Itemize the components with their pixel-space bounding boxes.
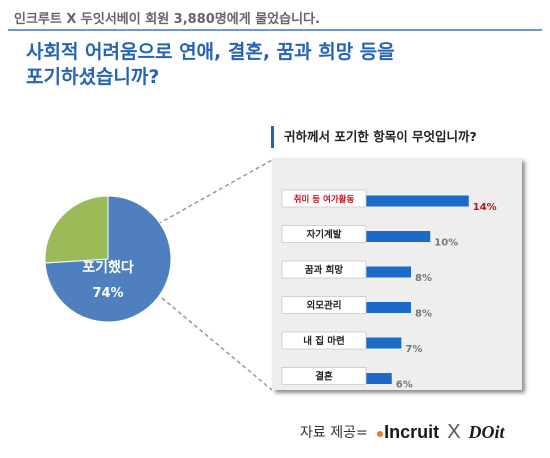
bar-label-2: 꿈과 희망	[305, 264, 344, 276]
bar-label-box-0	[281, 189, 367, 208]
bar-label-box-1	[281, 225, 367, 243]
bar-1	[334, 231, 431, 242]
survey-note: 인크루트 X 두잇서베이 회원 3,880명에게 물었습니다.	[14, 12, 320, 27]
logo-separator: X	[447, 420, 461, 443]
bar-chart-title: 귀하께서 포기한 항목이 무엇입니까?	[271, 126, 477, 148]
callout-line-bottom	[161, 297, 273, 391]
header-divider	[8, 29, 542, 31]
pie-slice-1	[44, 195, 109, 264]
bar-0	[334, 195, 469, 207]
question-line-1: 사회적 어려움으로 연애, 결혼, 꿈과 희망 등을	[26, 41, 395, 63]
doit-logo: DOit	[468, 421, 505, 442]
bar-label-3: 외모관리	[307, 300, 342, 312]
bar-label-1: 자기계발	[307, 229, 342, 241]
question-title: 사회적 어려움으로 연애, 결혼, 꿈과 희망 등을 포기하셨습니까?	[26, 40, 536, 90]
bar-chart: 취미 등 여가활동 14% 자기계발 10% 꿈과 희망 8% 외모관리 8% 내 집 마련 7%…	[281, 189, 497, 391]
credit-label: 자료 제공=	[300, 425, 368, 441]
bar-value-3: 8%	[415, 309, 432, 320]
bar-value-2: 8%	[415, 273, 432, 284]
bar-label-5: 결혼	[315, 371, 333, 383]
bar-label-4: 내 집 마련	[303, 335, 345, 347]
data-credit: 자료 제공= ●Incruit X DOit	[300, 418, 505, 446]
bar-value-4: 7%	[405, 344, 422, 355]
bar-3	[334, 302, 411, 313]
callout-line-top	[157, 159, 273, 225]
bar-value-0: 14%	[473, 202, 497, 213]
pie-slice-value: 74%	[92, 286, 123, 301]
bar-value-5: 6%	[396, 380, 413, 391]
incruit-logo: ●Incruit	[375, 421, 440, 442]
bar-2	[334, 266, 411, 278]
question-line-2: 포기하셨습니까?	[26, 66, 160, 88]
bar-4	[334, 337, 402, 349]
bar-chart-panel: 취미 등 여가활동 14% 자기계발 10% 꿈과 희망 8% 외모관리 8% 내 집 마련 7%…	[272, 158, 522, 390]
bar-value-1: 10%	[434, 238, 458, 249]
bar-label-0: 취미 등 여가활동	[294, 194, 355, 205]
bar-label-box-3	[281, 296, 367, 314]
pie-slice-label: 포기했다	[82, 260, 134, 276]
incruit-logo-text: Incruit	[384, 421, 440, 442]
bar-label-box-4	[281, 331, 367, 350]
bar-label-box-2	[281, 260, 367, 279]
bar-label-box-5	[281, 367, 367, 385]
